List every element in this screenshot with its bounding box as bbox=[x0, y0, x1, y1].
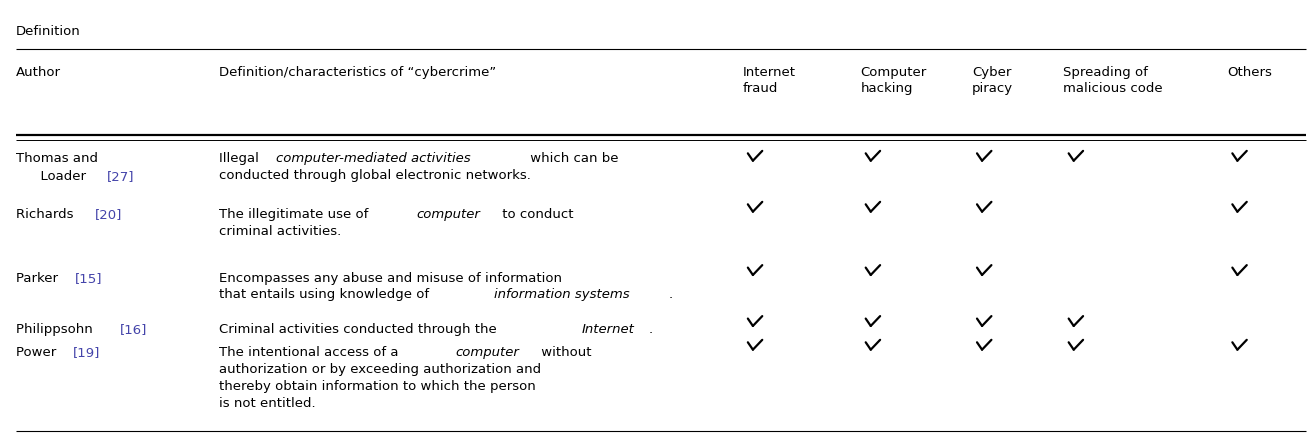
Text: which can be: which can be bbox=[526, 152, 618, 165]
Text: Illegal: Illegal bbox=[218, 152, 263, 165]
Text: Parker: Parker bbox=[16, 272, 62, 285]
Text: without: without bbox=[537, 346, 592, 360]
Text: thereby obtain information to which the person: thereby obtain information to which the … bbox=[218, 380, 535, 393]
Text: Others: Others bbox=[1227, 66, 1272, 80]
Text: to conduct: to conduct bbox=[498, 208, 573, 222]
Text: Cyber
piracy: Cyber piracy bbox=[972, 66, 1013, 96]
Text: The illegitimate use of: The illegitimate use of bbox=[218, 208, 372, 222]
Text: Spreading of
malicious code: Spreading of malicious code bbox=[1064, 66, 1162, 96]
Text: Power: Power bbox=[16, 346, 60, 360]
Text: Computer
hacking: Computer hacking bbox=[860, 66, 927, 96]
Text: that entails using knowledge of: that entails using knowledge of bbox=[218, 288, 433, 301]
Text: Internet
fraud: Internet fraud bbox=[743, 66, 796, 96]
Text: Encompasses any abuse and misuse of information: Encompasses any abuse and misuse of info… bbox=[218, 272, 562, 285]
Text: [19]: [19] bbox=[74, 346, 100, 360]
Text: [27]: [27] bbox=[107, 170, 134, 182]
Text: .: . bbox=[668, 288, 673, 301]
Text: Thomas and: Thomas and bbox=[16, 152, 97, 165]
Text: Richards: Richards bbox=[16, 208, 78, 222]
Text: [15]: [15] bbox=[75, 272, 103, 285]
Text: authorization or by exceeding authorization and: authorization or by exceeding authorizat… bbox=[218, 363, 540, 376]
Text: computer: computer bbox=[417, 208, 480, 222]
Text: information systems: information systems bbox=[494, 288, 630, 301]
Text: Definition: Definition bbox=[16, 25, 80, 38]
Text: criminal activities.: criminal activities. bbox=[218, 225, 341, 238]
Text: Criminal activities conducted through the: Criminal activities conducted through th… bbox=[218, 323, 501, 336]
Text: Definition/characteristics of “cybercrime”: Definition/characteristics of “cybercrim… bbox=[218, 66, 496, 80]
Text: [16]: [16] bbox=[120, 323, 147, 336]
Text: Internet: Internet bbox=[581, 323, 634, 336]
Text: [20]: [20] bbox=[95, 208, 122, 222]
Text: .: . bbox=[650, 323, 654, 336]
Text: computer: computer bbox=[455, 346, 519, 360]
Text: is not entitled.: is not entitled. bbox=[218, 397, 316, 410]
Text: computer-mediated activities: computer-mediated activities bbox=[276, 152, 471, 165]
Text: conducted through global electronic networks.: conducted through global electronic netw… bbox=[218, 169, 531, 182]
Text: Loader: Loader bbox=[32, 170, 89, 182]
Text: Philippsohn: Philippsohn bbox=[16, 323, 97, 336]
Text: The intentional access of a: The intentional access of a bbox=[218, 346, 402, 360]
Text: Author: Author bbox=[16, 66, 60, 80]
